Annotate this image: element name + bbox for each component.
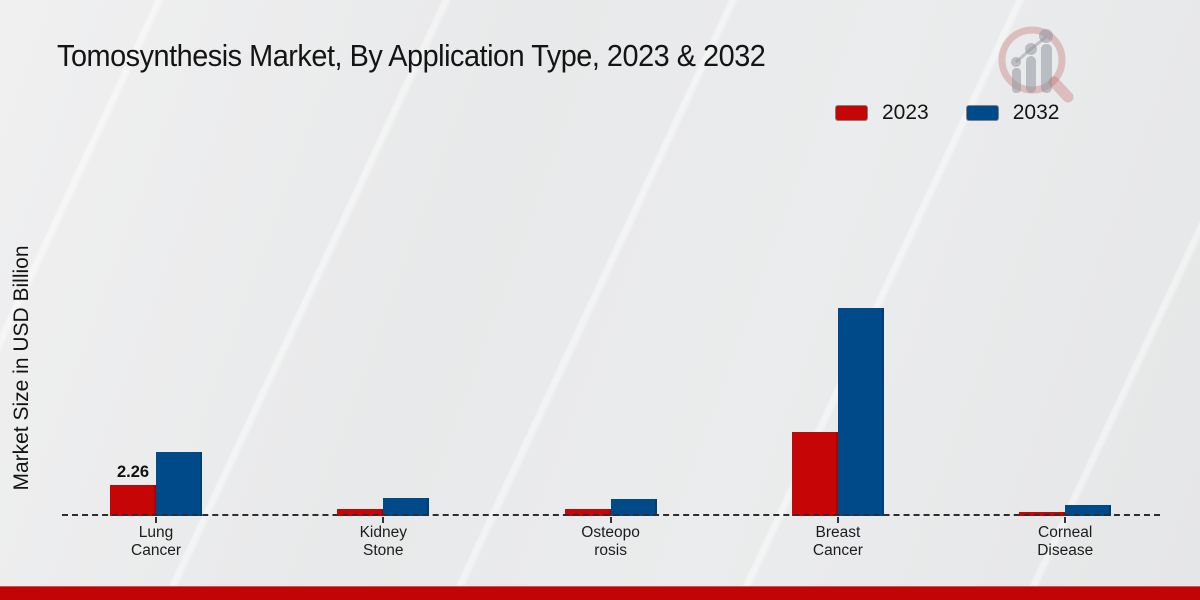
category-label-corneal-disease: Corneal Disease: [1037, 524, 1094, 559]
legend-swatch-2023: [836, 106, 867, 120]
category-label-breast-cancer: Breast Cancer: [812, 524, 863, 559]
x-axis-tick-osteoporosis: [609, 517, 612, 523]
category-label-osteoporosis: Osteopo rosis: [581, 524, 640, 559]
x-axis-baseline: [62, 514, 1160, 516]
bar-2032-osteoporosis: [610, 498, 657, 516]
legend-label-2032: 2032: [1012, 101, 1060, 124]
category-label-kidney-stone: Kidney Stone: [359, 524, 407, 559]
legend-swatch-2032: [966, 106, 998, 120]
legend-label-2023: 2023: [882, 101, 929, 124]
data-label-2023-lung-cancer: 2.26: [116, 463, 150, 482]
x-axis-tick-kidney-stone: [382, 517, 385, 523]
x-axis-tick-lung-cancer: [155, 517, 157, 523]
bar-2032-lung-cancer: [156, 452, 202, 516]
footer-accent-bar: [0, 586, 1200, 600]
legend: 2023 2032: [836, 101, 1059, 125]
x-axis-tick-breast-cancer: [836, 517, 839, 523]
x-axis-tick-corneal-disease: [1064, 517, 1067, 523]
legend-item-2032: 2032: [966, 101, 1060, 125]
bar-2032-corneal-disease: [1065, 505, 1112, 516]
bar-2032-breast-cancer: [837, 308, 884, 516]
bar-chart-magnifier-watermark-icon: [998, 26, 1074, 103]
bar-2023-osteoporosis: [564, 509, 611, 516]
chart-title: Tomosynthesis Market, By Application Typ…: [57, 38, 766, 73]
bar-2023-lung-cancer: [110, 485, 156, 516]
bar-2032-kidney-stone: [383, 498, 430, 516]
category-label-lung-cancer: Lung Cancer: [131, 524, 181, 559]
legend-item-2023: 2023: [836, 101, 929, 125]
bar-2023-kidney-stone: [337, 509, 384, 516]
bar-2023-breast-cancer: [791, 432, 838, 516]
